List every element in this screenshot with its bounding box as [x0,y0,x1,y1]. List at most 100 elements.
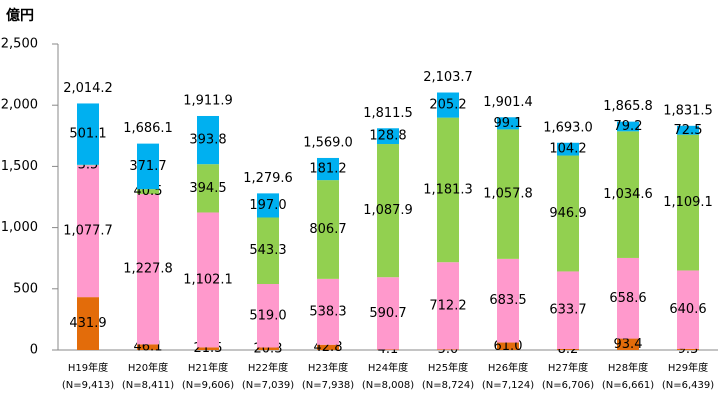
bar-segment [197,115,219,165]
bar-segment [677,348,699,350]
value-label: 640.6 [669,302,706,317]
bar-segment [617,131,639,258]
x-tick-sublabel: (N=8,724) [422,380,474,391]
bar-segment [377,277,399,350]
total-label: 1,693.0 [543,120,593,135]
bar-segment [557,271,579,349]
bar-segment [137,344,159,350]
x-tick-label: H29年度 [668,361,708,374]
x-tick-label: H27年度 [548,361,588,374]
x-tick-label: H19年度 [68,361,108,374]
value-label: 93.4 [614,337,643,352]
value-label: 633.7 [549,303,586,318]
x-tick-sublabel: (N=6,661) [602,380,654,391]
bar-segment [497,117,519,130]
x-tick-sublabel: (N=7,124) [482,380,534,391]
y-tick-label: 2,500 [1,37,38,52]
x-tick-sublabel: (N=8,008) [362,380,414,391]
bar-segment [377,144,399,278]
value-label: 1,087.9 [363,203,413,218]
bar-segment [77,165,99,298]
x-tick-label: H26年度 [488,361,528,374]
bar-segment [497,258,519,343]
x-tick-sublabel: (N=6,439) [662,380,714,391]
bar-segment [77,297,99,350]
bar-segment [317,278,339,345]
total-label: 1,686.1 [123,121,173,136]
value-label: 128.8 [369,129,406,144]
bar-segment [617,121,639,132]
value-label: 658.6 [609,291,646,306]
bar-segment [437,92,459,118]
bar-segment [677,125,699,135]
total-label: 1,865.8 [603,99,653,114]
bar-segment [557,348,579,350]
bar-segment [377,349,399,350]
bar-segment [77,103,99,165]
value-label: 1,077.7 [63,224,113,239]
x-tick-label: H25年度 [428,361,468,374]
x-tick-sublabel: (N=7,039) [242,380,294,391]
x-tick-label: H20年度 [128,361,168,374]
bar-segment [377,128,399,145]
bar-segment [197,164,219,213]
x-tick-label: H24年度 [368,361,408,374]
total-label: 1,831.5 [663,103,713,118]
value-label: 394.5 [189,181,226,196]
value-label: 99.1 [494,116,523,131]
x-tick-label: H28年度 [608,361,648,374]
value-label: 393.8 [189,133,226,148]
bar-segment [317,180,339,279]
y-tick-label: 1,500 [1,159,38,174]
value-label: 946.9 [549,206,586,221]
value-label: 205.2 [429,98,466,113]
value-label: 1,181.3 [423,182,473,197]
x-tick-label: H22年度 [248,361,288,374]
bar-segment [257,347,279,350]
total-label: 2,103.7 [423,70,473,85]
value-label: 1,109.1 [663,195,713,210]
value-label: 181.2 [309,162,346,177]
value-label: 1,057.8 [483,187,533,202]
total-label: 1,811.5 [363,106,413,121]
value-label: 72.5 [674,123,703,138]
x-tick-sublabel: (N=9,413) [62,380,114,391]
bar-segment [677,134,699,271]
total-label: 2,014.2 [63,81,113,96]
value-label: 683.5 [489,293,526,308]
value-label: 519.0 [249,308,286,323]
bar-segment [437,262,459,350]
total-label: 1,569.0 [303,135,353,150]
value-label: 806.7 [309,222,346,237]
bar-segment [197,347,219,350]
bar-segment [437,117,459,263]
value-label: 1,227.8 [123,262,173,277]
bar-segment [677,270,699,349]
bar-segment [257,193,279,218]
bar-segment [617,338,639,350]
x-tick-sublabel: (N=6,706) [542,380,594,391]
value-label: 590.7 [369,306,406,321]
bar-segment [497,129,519,259]
bar-segment [317,344,339,350]
x-tick-sublabel: (N=9,606) [182,380,234,391]
x-tick-sublabel: (N=8,411) [122,380,174,391]
bar-segment [617,257,639,339]
y-unit: 億円 [6,7,34,24]
value-label: 543.3 [249,243,286,258]
y-tick-label: 1,000 [1,220,38,235]
x-tick-label: H23年度 [308,361,348,374]
total-label: 1,279.6 [243,171,293,186]
bar-segment [557,142,579,156]
bar-segment [437,349,459,350]
bar-segment [137,143,159,190]
total-label: 1,901.4 [483,95,533,110]
bar-segment [257,217,279,284]
y-tick-label: 500 [13,281,38,296]
value-label: 197.0 [249,198,286,213]
bar-segment [137,189,159,195]
value-label: 1,102.1 [183,272,233,287]
y-tick-label: 0 [30,343,38,358]
value-label: 104.2 [549,142,586,157]
